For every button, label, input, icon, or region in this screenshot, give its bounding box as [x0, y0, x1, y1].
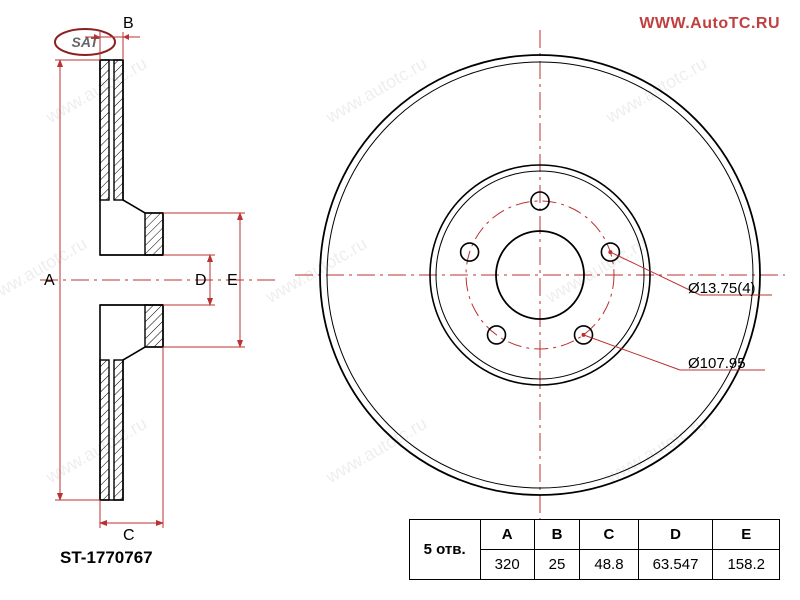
- holes-count-cell: 5 отв.: [409, 520, 480, 580]
- dim-B-label: B: [123, 15, 134, 33]
- dim-A-label: A: [44, 272, 55, 290]
- table-row: 5 отв. A B C D E: [409, 520, 779, 550]
- dim-D-label: D: [195, 272, 207, 290]
- drawing-canvas: www.autotc.ru www.autotc.ru www.autotc.r…: [0, 0, 800, 600]
- col-A: A: [480, 520, 534, 550]
- col-D: D: [638, 520, 713, 550]
- side-section-view: [40, 32, 280, 528]
- spec-table: 5 отв. A B C D E 320 25 48.8 63.547 158.…: [409, 519, 780, 580]
- col-C: C: [580, 520, 638, 550]
- callout-hole-dia: Ø13.75(4): [688, 280, 756, 297]
- callout-pcd: Ø107.95: [688, 355, 746, 372]
- technical-drawing: [0, 0, 800, 600]
- val-E: 158.2: [713, 550, 780, 580]
- val-C: 48.8: [580, 550, 638, 580]
- val-D: 63.547: [638, 550, 713, 580]
- dim-E-label: E: [227, 272, 238, 290]
- col-E: E: [713, 520, 780, 550]
- col-B: B: [534, 520, 580, 550]
- dim-C-label: C: [123, 527, 135, 545]
- front-face-view: [295, 30, 785, 520]
- part-number: ST-1770767: [60, 548, 153, 568]
- val-B: 25: [534, 550, 580, 580]
- val-A: 320: [480, 550, 534, 580]
